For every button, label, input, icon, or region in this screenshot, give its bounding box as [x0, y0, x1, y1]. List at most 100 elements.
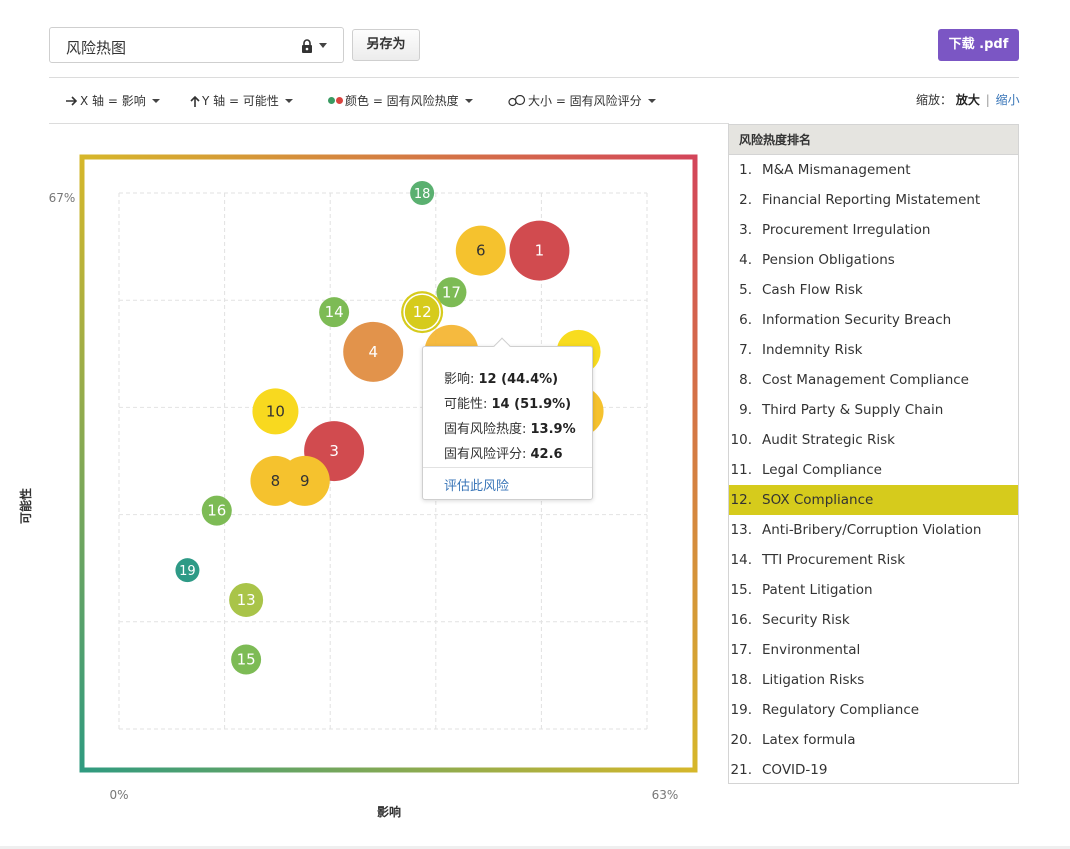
ranking-number: 15. [730, 582, 752, 598]
zoom-controls: 缩放： 放大 | 缩小 [916, 91, 1020, 108]
ranking-number: 21. [730, 762, 752, 778]
bubble-circle[interactable] [455, 225, 506, 276]
right-arrow-icon [66, 95, 78, 106]
evaluate-risk-link[interactable]: 评估此风险 [444, 479, 510, 494]
ranking-number: 1. [739, 162, 752, 178]
ranking-item[interactable]: 13. Anti-Bribery/Corruption Violation [729, 515, 1018, 545]
x-axis-dropdown[interactable]: X 轴 = 影响 [66, 92, 160, 109]
ranking-item[interactable]: 11. Legal Compliance [729, 455, 1018, 485]
ranking-item[interactable]: 20. Latex formula [729, 725, 1018, 755]
tooltip-impact-value: 12 (44.4%) [478, 372, 559, 387]
y-max-tick: 67% [49, 191, 76, 205]
ranking-name: Third Party & Supply Chain [762, 402, 944, 418]
save-as-button[interactable]: 另存为 [352, 29, 420, 61]
ranking-item[interactable]: 3. Procurement Irregulation [729, 215, 1018, 245]
tooltip-heat-label: 固有风险热度: [444, 422, 531, 437]
ranking-item[interactable]: 21. COVID-19 [729, 755, 1018, 785]
ranking-item[interactable]: 10. Audit Strategic Risk [729, 425, 1018, 455]
size-label: 大小 = 固有风险评分 [528, 94, 642, 108]
ranking-number: 7. [739, 342, 752, 358]
ranking-number: 17. [730, 642, 752, 658]
x-min-tick: 0% [109, 788, 128, 802]
ranking-item[interactable]: 1. M&A Mismanagement [729, 155, 1018, 185]
bubble-circle[interactable] [319, 297, 350, 328]
x-max-tick: 63% [652, 788, 679, 802]
risk-bubble-6[interactable]: 6 [455, 225, 506, 276]
risk-bubble-17[interactable]: 17 [436, 277, 467, 308]
chevron-down-icon [284, 98, 293, 103]
ranking-name: Security Risk [762, 612, 850, 628]
bubble-circle[interactable] [509, 220, 570, 281]
risk-bubble-12[interactable]: 12 [401, 291, 444, 334]
bubble-circle[interactable] [201, 495, 232, 526]
ranking-item[interactable]: 9. Third Party & Supply Chain [729, 395, 1018, 425]
ranking-item[interactable]: 5. Cash Flow Risk [729, 275, 1018, 305]
ranking-number: 6. [739, 312, 752, 328]
bubble-circle[interactable] [410, 181, 435, 205]
risk-bubble-19[interactable]: 19 [175, 558, 200, 583]
size-dropdown[interactable]: 大小 = 固有风险评分 [508, 92, 656, 109]
ranking-item[interactable]: 12. SOX Compliance [729, 485, 1018, 515]
tooltip-likelihood-value: 14 (51.9%) [491, 397, 572, 412]
bubble-label: 3 [329, 442, 339, 460]
ranking-item[interactable]: 6. Information Security Breach [729, 305, 1018, 335]
heat-gradient-frame [79, 154, 698, 773]
x-axis-title: 影响 [377, 804, 401, 819]
bubble-circle[interactable] [175, 558, 200, 583]
ranking-item[interactable]: 16. Security Risk [729, 605, 1018, 635]
ranking-item[interactable]: 14. TTI Procurement Risk [729, 545, 1018, 575]
risk-bubble-9[interactable]: 9 [279, 455, 330, 506]
ranking-number: 5. [739, 282, 752, 298]
chevron-down-icon[interactable] [319, 43, 327, 48]
ranking-item[interactable]: 8. Cost Management Compliance [729, 365, 1018, 395]
ranking-item[interactable]: 7. Indemnity Risk [729, 335, 1018, 365]
risk-bubble-4[interactable]: 4 [343, 321, 404, 382]
bubble-circle[interactable] [401, 291, 444, 334]
risk-bubble-15[interactable]: 15 [231, 644, 262, 675]
tooltip-score-label: 固有风险评分: [444, 447, 531, 462]
risk-bubble-13[interactable]: 13 [229, 582, 264, 617]
bubble-circle[interactable] [343, 321, 404, 382]
risk-bubble-14[interactable]: 14 [319, 297, 350, 328]
zoom-in-button[interactable]: 放大 [955, 93, 980, 107]
bubble-label: 6 [476, 242, 486, 260]
ranking-name: TTI Procurement Risk [762, 552, 906, 568]
ranking-item[interactable]: 2. Financial Reporting Mistatement [729, 185, 1018, 215]
bubble-circle[interactable] [252, 388, 299, 435]
tooltip-divider [423, 467, 592, 468]
size-circles-icon [508, 94, 526, 106]
color-dropdown[interactable]: 颜色 = 固有风险热度 [328, 92, 473, 109]
ranking-item[interactable]: 4. Pension Obligations [729, 245, 1018, 275]
ranking-number: 11. [730, 462, 752, 478]
risk-bubble-16[interactable]: 16 [201, 495, 232, 526]
ranking-item[interactable]: 17. Environmental [729, 635, 1018, 665]
risk-tooltip: 影响: 12 (44.4%) 可能性: 14 (51.9%) 固有风险热度: 1… [422, 337, 593, 500]
ranking-name: Cash Flow Risk [762, 282, 863, 298]
ranking-number: 20. [730, 732, 752, 748]
ranking-number: 13. [730, 522, 752, 538]
bubble-circle[interactable] [231, 644, 262, 675]
risk-bubble-18[interactable]: 18 [410, 181, 435, 205]
ranking-item[interactable]: 19. Regulatory Compliance [729, 695, 1018, 725]
heatmap-title-select[interactable]: 风险热图 [49, 27, 344, 63]
zoom-out-button[interactable]: 缩小 [995, 93, 1020, 107]
divider [49, 123, 729, 124]
y-axis-dropdown[interactable]: Y 轴 = 可能性 [190, 92, 293, 109]
risk-bubble-10[interactable]: 10 [252, 388, 299, 435]
highlight-ring [403, 293, 441, 331]
bubble-circle[interactable] [436, 277, 467, 308]
bubble-circle[interactable] [229, 582, 264, 617]
bubble-label: 10 [266, 402, 285, 420]
ranking-number: 16. [730, 612, 752, 628]
up-arrow-icon [190, 95, 200, 107]
ranking-name: Indemnity Risk [762, 342, 863, 358]
download-pdf-button[interactable]: 下载 .pdf [938, 29, 1019, 61]
ranking-item[interactable]: 18. Litigation Risks [729, 665, 1018, 695]
tooltip-likelihood: 可能性: 14 (51.9%) [444, 393, 571, 412]
x-axis-label: X 轴 = 影响 [80, 94, 146, 108]
y-axis-label: Y 轴 = 可能性 [202, 94, 279, 108]
ranking-item[interactable]: 15. Patent Litigation [729, 575, 1018, 605]
ranking-number: 2. [739, 192, 752, 208]
risk-bubble-1[interactable]: 1 [509, 220, 570, 281]
bubble-circle[interactable] [279, 455, 330, 506]
